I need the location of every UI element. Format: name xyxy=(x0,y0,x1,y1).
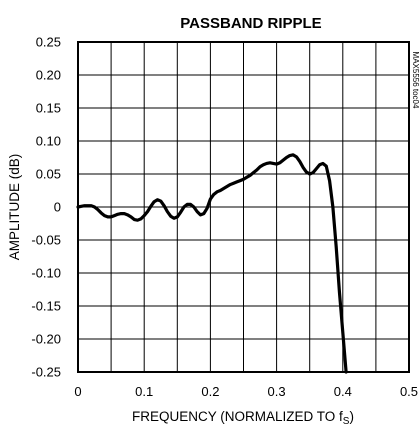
x-tick-label: 0 xyxy=(74,384,81,399)
y-tick-labels: 0.25 0.20 0.15 0.10 0.05 0 -0.05 -0.10 -0.15 -0.2… xyxy=(31,35,61,380)
y-tick-label: 0.20 xyxy=(36,68,61,83)
x-tick-label: 0.4 xyxy=(334,384,352,399)
x-tick-label: 0.5 xyxy=(400,384,418,399)
x-tick-label: 0.1 xyxy=(135,384,153,399)
x-axis-label-close: ) xyxy=(349,409,354,424)
x-axis-label: FREQUENCY (NORMALIZED TO fS) xyxy=(132,409,354,427)
y-tick-label: 0 xyxy=(54,200,61,215)
figure-code-note: MAX5556 toc04 xyxy=(411,52,419,109)
y-tick-label: 0.10 xyxy=(36,134,61,149)
y-tick-label: -0.10 xyxy=(31,266,61,281)
y-tick-label: 0.05 xyxy=(36,167,61,182)
series-line xyxy=(76,153,348,374)
x-tick-labels: 0 0.1 0.2 0.3 0.4 0.5 xyxy=(74,384,418,399)
y-axis-label: AMPLITUDE (dB) xyxy=(7,154,22,261)
y-tick-label: -0.25 xyxy=(31,365,61,380)
y-tick-label: 0.25 xyxy=(36,35,61,50)
y-tick-label: -0.15 xyxy=(31,299,61,314)
y-tick-label: -0.20 xyxy=(31,332,61,347)
grid xyxy=(77,41,410,373)
chart-title: PASSBAND RIPPLE xyxy=(180,15,321,32)
x-axis-label-subscript: S xyxy=(343,416,350,427)
x-axis-label-main: FREQUENCY (NORMALIZED TO f xyxy=(132,409,343,424)
y-tick-label: -0.05 xyxy=(31,233,61,248)
y-tick-label: 0.15 xyxy=(36,101,61,116)
x-tick-label: 0.2 xyxy=(201,384,219,399)
x-tick-label: 0.3 xyxy=(268,384,286,399)
